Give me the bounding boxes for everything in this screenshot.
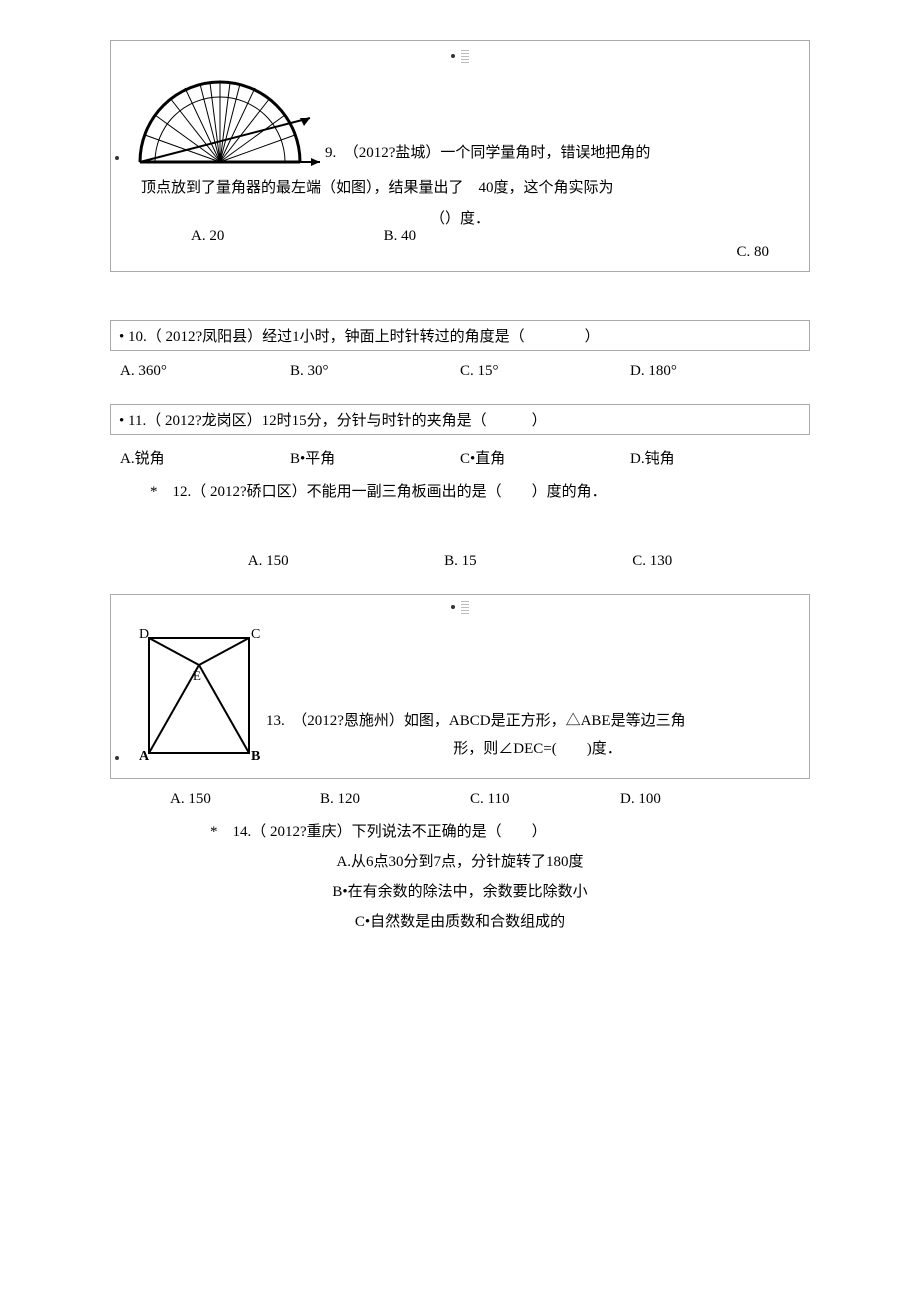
q11-option-c: C•直角 [460,447,630,468]
q11-stem: • 11.（ 2012?龙岗区）12时15分，分针与时针的夹角是（ ） [119,413,547,429]
q9-stem-1: 9. （2012?盐城）一个同学量角时，错误地把角的 [325,141,650,170]
question-9: 9. （2012?盐城）一个同学量角时，错误地把角的 顶点放到了量角器的最左端（… [110,40,810,272]
question-12-stem: * 12.（ 2012?硚口区）不能用一副三角板画出的是（ ）度的角． [150,480,810,501]
q9-option-a: A. 20 [151,228,384,261]
q13-stem-2: 形，则∠DEC=( )度． [453,741,621,757]
q14-option-b: B•在有余数的除法中，余数要比除数小 [110,877,810,907]
drag-handle-top [111,41,809,70]
q13-option-a: A. 150 [170,791,320,808]
q14-option-c: C•自然数是由质数和合数组成的 [110,907,810,937]
q14-options: A.从6点30分到7点，分针旋转了180度 B•在有余数的除法中，余数要比除数小… [110,847,810,937]
q10-option-d: D. 180° [630,363,800,380]
q9-option-c: C. 80 [576,228,769,261]
bullet-icon [115,756,119,760]
question-10-stem-box: • 10.（ 2012?凤阳县）经过1小时，钟面上时针转过的角度是（ ） [110,320,810,351]
q10-option-c: C. 15° [460,363,630,380]
square-triangle-figure: D C A B E [131,620,266,770]
svg-text:B: B [251,749,260,764]
q13-stem-1: 13. （2012?恩施州）如图，ABCD是正方形，△ABE是等边三角 [266,713,686,729]
q9-stem-3: （）度． [430,211,490,227]
svg-text:E: E [193,668,201,683]
q11-option-a: A.锐角 [120,447,290,468]
q10-option-a: A. 360° [120,363,290,380]
q11-option-d: D.钝角 [630,447,800,468]
q9-stem-2: 顶点放到了量角器的最左端（如图），结果量出了 40度，这个角实际为 [141,180,614,196]
svg-text:C: C [251,627,260,642]
q11-option-b: B•平角 [290,447,460,468]
q13-option-c: C. 110 [470,791,620,808]
protractor-figure [125,70,325,170]
svg-text:D: D [139,627,149,642]
q12-option-b: B. 15 [444,553,477,570]
question-11-stem-box: • 11.（ 2012?龙岗区）12时15分，分针与时针的夹角是（ ） [110,404,810,435]
bullet-icon [115,156,119,160]
q11-options: A.锐角 B•平角 C•直角 D.钝角 [110,447,810,468]
q10-stem: • 10.（ 2012?凤阳县）经过1小时，钟面上时针转过的角度是（ ） [119,329,600,345]
q14-stem: * 14.（ 2012?重庆）下列说法不正确的是（ ） [210,824,547,840]
question-14-stem: * 14.（ 2012?重庆）下列说法不正确的是（ ） [210,820,810,841]
q13-option-d: D. 100 [620,791,770,808]
q13-options: A. 150 B. 120 C. 110 D. 100 [110,791,810,808]
q10-options: A. 360° B. 30° C. 15° D. 180° [110,363,810,380]
question-13: D C A B E 13. （2012?恩施州）如图，ABCD是正方形，△ABE… [110,594,810,779]
drag-handle-top [111,595,809,620]
q9-option-b: B. 40 [384,228,577,261]
q13-option-b: B. 120 [320,791,470,808]
svg-text:A: A [139,749,150,764]
q14-option-a: A.从6点30分到7点，分针旋转了180度 [110,847,810,877]
q12-option-a: A. 150 [248,553,289,570]
q12-option-c: C. 130 [632,553,672,570]
q12-stem: * 12.（ 2012?硚口区）不能用一副三角板画出的是（ ）度的角． [150,484,607,500]
q12-options: A. 150 B. 15 C. 130 [110,553,810,570]
q10-option-b: B. 30° [290,363,460,380]
